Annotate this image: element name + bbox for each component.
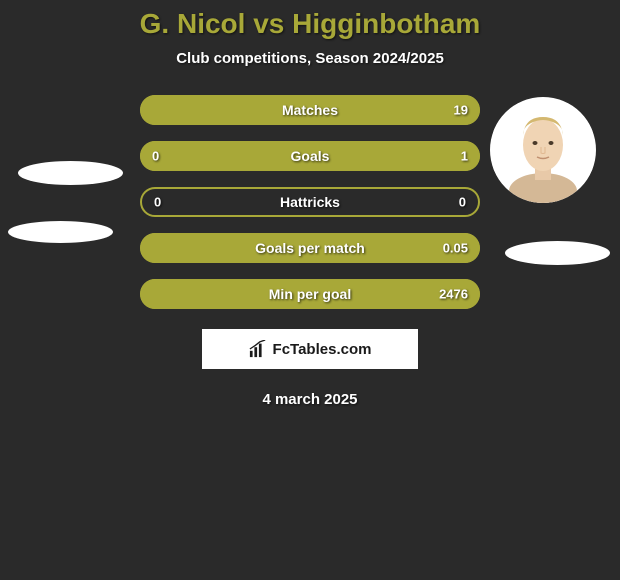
stat-value-right: 19 [454, 103, 468, 118]
comparison-infographic: G. Nicol vs Higginbotham Club competitio… [0, 0, 620, 408]
stat-label: Goals [291, 148, 330, 164]
stat-value-left: 0 [152, 149, 159, 164]
stat-bar: 19 Matches [140, 95, 480, 125]
stat-value-right: 1 [461, 149, 468, 164]
stat-bar: 2476 Min per goal [140, 279, 480, 309]
player-photo-icon [493, 103, 593, 203]
right-player-avatar [490, 97, 596, 203]
right-avatar-shadow [505, 241, 610, 265]
stat-label: Goals per match [255, 240, 365, 256]
date-text: 4 march 2025 [0, 391, 620, 408]
attribution-text: FcTables.com [273, 341, 372, 358]
stat-value-left: 0 [154, 195, 161, 210]
stat-bar: 0.05 Goals per match [140, 233, 480, 263]
chart-icon [249, 340, 267, 358]
left-avatar-ellipse-top [8, 221, 113, 243]
stat-label: Matches [282, 102, 338, 118]
attribution-badge: FcTables.com [202, 329, 418, 369]
stat-value-right: 0.05 [443, 241, 468, 256]
page-title: G. Nicol vs Higginbotham [0, 8, 620, 40]
stat-bar: 0 1 Goals [140, 141, 480, 171]
stat-bars: 19 Matches 0 1 Goals 0 0 Hattricks 0.05 Goals per… [140, 95, 480, 309]
stat-value-right: 2476 [439, 287, 468, 302]
stat-label: Hattricks [280, 194, 340, 210]
stat-value-right: 0 [459, 195, 466, 210]
stat-bar: 0 0 Hattricks [140, 187, 480, 217]
subtitle: Club competitions, Season 2024/2025 [0, 50, 620, 67]
left-avatar-ellipse-bottom [18, 161, 123, 185]
stat-label: Min per goal [269, 286, 351, 302]
main-content: 19 Matches 0 1 Goals 0 0 Hattricks 0.05 Goals per… [0, 95, 620, 408]
